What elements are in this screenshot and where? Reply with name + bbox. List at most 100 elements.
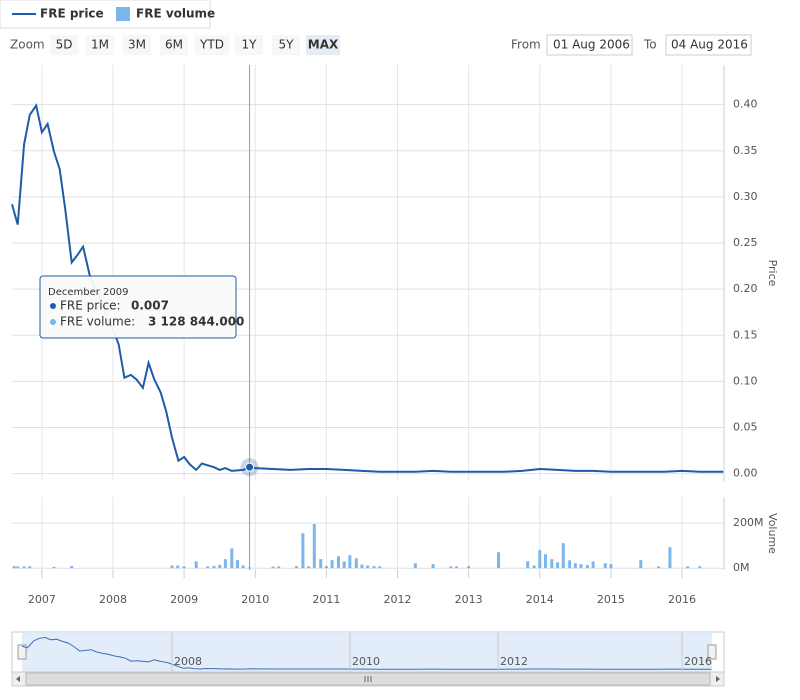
volume-bar xyxy=(206,566,210,569)
zoom-button[interactable] xyxy=(86,35,114,55)
y-tick-label: 0.25 xyxy=(733,236,758,249)
tooltip-box xyxy=(39,275,237,339)
from-input[interactable] xyxy=(546,34,633,56)
y-axis-title: Volume xyxy=(766,513,779,554)
volume-bar xyxy=(271,566,275,569)
x-tick-label: 2007 xyxy=(28,593,56,606)
volume-bar xyxy=(312,524,316,569)
tooltip-label: FRE volume: xyxy=(60,315,135,329)
zoom-button[interactable] xyxy=(123,35,151,55)
tooltip-dot xyxy=(50,303,56,309)
volume-bar xyxy=(277,566,281,569)
y-tick-label: 0.35 xyxy=(733,144,758,157)
legend-entry[interactable]: FRE price xyxy=(40,7,104,21)
plot-area xyxy=(12,497,724,570)
zoom-button[interactable] xyxy=(306,35,340,55)
navigator-mask[interactable] xyxy=(22,632,712,672)
volume-bar xyxy=(336,556,340,569)
navigator-handle[interactable] xyxy=(17,644,27,660)
zoom-button-label[interactable]: 3M xyxy=(128,38,146,52)
zoom-button-label[interactable]: YTD xyxy=(199,38,224,52)
navigator-label: 2012 xyxy=(500,655,528,668)
legend-swatch xyxy=(116,7,130,21)
tooltip-value: 0.007 xyxy=(131,299,169,313)
navigator-handle[interactable] xyxy=(707,644,717,660)
x-tick-label: 2010 xyxy=(241,593,269,606)
x-tick-label: 2016 xyxy=(668,593,696,606)
tooltip-label: FRE price: xyxy=(60,299,121,313)
volume-bar xyxy=(413,563,417,569)
x-tick-label: 2011 xyxy=(312,593,340,606)
volume-bar xyxy=(366,565,370,569)
volume-bar xyxy=(526,561,530,569)
y-tick-label: 0.10 xyxy=(733,374,758,387)
volume-bar xyxy=(431,564,435,569)
volume-bar xyxy=(372,566,376,569)
x-tick-label: 2012 xyxy=(384,593,412,606)
tooltip: December 2009 FRE price: 0.007 FRE volum… xyxy=(39,275,244,339)
y-tick-label: 0.05 xyxy=(733,421,758,434)
volume-bar xyxy=(591,561,595,569)
volume-bar xyxy=(573,563,577,569)
zoom-button-label[interactable]: 6M xyxy=(165,38,183,52)
zoom-button[interactable] xyxy=(50,35,78,55)
zoom-button[interactable] xyxy=(195,35,229,55)
zoom-button-label[interactable]: 5D xyxy=(56,38,73,52)
volume-bar xyxy=(194,561,198,569)
y-tick-label: 0.40 xyxy=(733,98,758,111)
zoom-button-label[interactable]: 5Y xyxy=(279,38,295,52)
volume-bar xyxy=(28,566,32,569)
price-line xyxy=(11,103,724,473)
zoom-button[interactable] xyxy=(272,35,300,55)
volume-bar xyxy=(170,565,174,569)
plot-area xyxy=(12,65,724,481)
legend-entry[interactable]: FRE volume xyxy=(136,7,215,21)
volume-bar xyxy=(556,562,560,569)
to-input[interactable] xyxy=(665,34,752,56)
navigator-label: 2008 xyxy=(174,655,202,668)
volume-bar xyxy=(307,566,311,569)
volume-bar xyxy=(561,543,565,569)
navigator-label: 2016 xyxy=(684,655,712,668)
navigator-line xyxy=(21,636,712,670)
y-axis-title: Price xyxy=(766,260,779,287)
volume-bar xyxy=(324,566,328,569)
zoom-button-label[interactable]: MAX xyxy=(308,38,339,52)
volume-bar xyxy=(22,566,26,569)
volume-bar xyxy=(698,566,702,569)
from-value[interactable]: 01 Aug 2006 xyxy=(553,38,630,52)
volume-bar xyxy=(212,565,216,569)
scroll-right[interactable] xyxy=(716,676,720,682)
volume-bar xyxy=(579,564,583,569)
volume-bar xyxy=(532,565,536,569)
to-value[interactable]: 04 Aug 2016 xyxy=(671,38,748,52)
zoom-label: Zoom xyxy=(10,38,45,52)
y-tick-label: 0M xyxy=(733,561,750,574)
volume-bar xyxy=(378,566,382,569)
volume-bar xyxy=(360,564,364,569)
navigator-series: 2008 2010 2012 2016 xyxy=(21,632,712,672)
volume-bar xyxy=(218,565,222,569)
zoom-button-label[interactable]: 1Y xyxy=(242,38,258,52)
x-tick-label: 2013 xyxy=(455,593,483,606)
volume-bar xyxy=(348,555,352,569)
zoom-button[interactable] xyxy=(160,35,188,55)
scroll-left[interactable] xyxy=(16,676,20,682)
plot-group: 0.00 0.05 0.10 0.15 0.20 0.25 0.30 0.35 0.40 Pric… xyxy=(11,65,779,606)
volume-bar xyxy=(235,560,239,569)
y-tick-label: 0.20 xyxy=(733,282,758,295)
volume-bar xyxy=(223,559,227,569)
zoom-button-label[interactable]: 1M xyxy=(91,38,109,52)
volume-bar xyxy=(538,550,542,569)
volume-bar xyxy=(330,560,334,569)
volume-bar xyxy=(455,566,459,569)
volume-bar xyxy=(449,566,453,569)
zoom-button[interactable] xyxy=(235,35,263,55)
volume-bar xyxy=(686,566,690,569)
volume-bar xyxy=(603,563,607,569)
y-tick-label: 0.30 xyxy=(733,190,758,203)
hover-point xyxy=(245,462,255,472)
volume-bar xyxy=(550,559,554,569)
